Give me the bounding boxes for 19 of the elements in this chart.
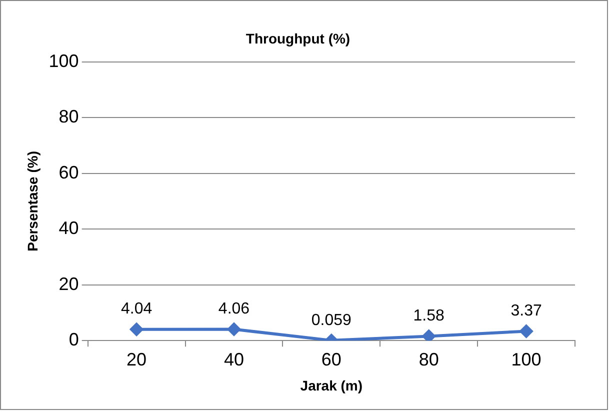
y-tick-label: 100 <box>48 50 79 71</box>
chart-title: Throughput (%) <box>246 30 350 46</box>
x-tick-label: 100 <box>511 349 542 370</box>
data-label: 1.58 <box>413 308 445 325</box>
y-tick-label: 20 <box>58 274 79 294</box>
data-label: 4.06 <box>218 300 250 318</box>
y-tick-label: 40 <box>58 218 79 238</box>
y-tick-label: 60 <box>58 162 79 182</box>
x-axis-title: Jarak (m) <box>300 377 363 394</box>
x-tick-label: 40 <box>224 349 244 370</box>
x-tick-label: 20 <box>126 349 147 370</box>
x-tick-label: 80 <box>418 349 439 370</box>
x-tick-label: 60 <box>321 349 342 370</box>
data-label: 4.04 <box>120 300 152 318</box>
y-axis-title: Persentase (%) <box>24 151 40 252</box>
y-tick-label: 80 <box>58 106 79 127</box>
data-label: 0.059 <box>311 312 352 329</box>
data-label: 3.37 <box>510 302 542 320</box>
y-tick-label: 0 <box>68 330 79 350</box>
